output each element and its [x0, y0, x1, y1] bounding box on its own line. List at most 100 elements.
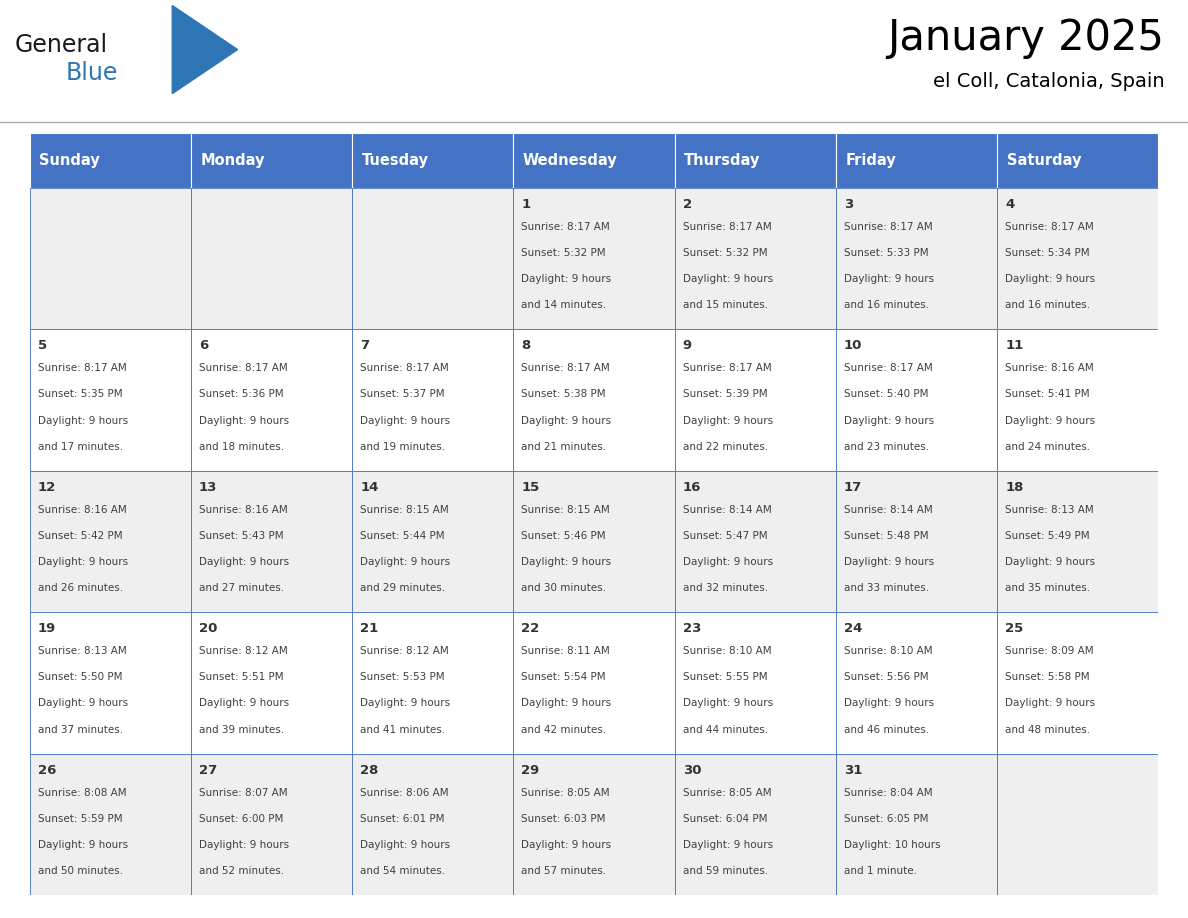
Text: Sunset: 5:48 PM: Sunset: 5:48 PM	[843, 531, 929, 541]
Text: and 17 minutes.: and 17 minutes.	[38, 442, 122, 452]
Bar	[513, 612, 675, 754]
Text: Sunset: 5:47 PM: Sunset: 5:47 PM	[683, 531, 767, 541]
Text: Sunset: 5:32 PM: Sunset: 5:32 PM	[683, 248, 767, 258]
Bar	[513, 754, 675, 895]
Text: Sunrise: 8:15 AM: Sunrise: 8:15 AM	[360, 505, 449, 515]
Bar	[352, 612, 513, 754]
Bar	[513, 471, 675, 612]
Bar	[836, 133, 997, 188]
Text: and 14 minutes.: and 14 minutes.	[522, 300, 607, 310]
Bar	[30, 330, 191, 471]
Text: Sunrise: 8:05 AM: Sunrise: 8:05 AM	[522, 788, 611, 798]
Text: Daylight: 9 hours: Daylight: 9 hours	[360, 699, 450, 709]
Text: Sunset: 5:41 PM: Sunset: 5:41 PM	[1005, 389, 1089, 399]
Text: and 46 minutes.: and 46 minutes.	[843, 724, 929, 734]
Text: and 32 minutes.: and 32 minutes.	[683, 583, 767, 593]
Bar	[675, 133, 836, 188]
Text: and 23 minutes.: and 23 minutes.	[843, 442, 929, 452]
Text: Daylight: 9 hours: Daylight: 9 hours	[38, 699, 128, 709]
Text: Daylight: 9 hours: Daylight: 9 hours	[1005, 699, 1095, 709]
Bar	[997, 471, 1158, 612]
Text: Daylight: 9 hours: Daylight: 9 hours	[1005, 557, 1095, 567]
Text: and 21 minutes.: and 21 minutes.	[522, 442, 607, 452]
Text: Sunset: 5:49 PM: Sunset: 5:49 PM	[1005, 531, 1089, 541]
Text: 15: 15	[522, 481, 539, 494]
Text: Sunrise: 8:17 AM: Sunrise: 8:17 AM	[1005, 222, 1094, 232]
Text: Daylight: 9 hours: Daylight: 9 hours	[360, 416, 450, 426]
Text: Sunrise: 8:12 AM: Sunrise: 8:12 AM	[360, 646, 449, 656]
Text: Sunrise: 8:13 AM: Sunrise: 8:13 AM	[38, 646, 126, 656]
Text: and 48 minutes.: and 48 minutes.	[1005, 724, 1091, 734]
Text: Sunset: 5:53 PM: Sunset: 5:53 PM	[360, 672, 444, 682]
Text: Sunrise: 8:10 AM: Sunrise: 8:10 AM	[683, 646, 771, 656]
Text: Sunrise: 8:16 AM: Sunrise: 8:16 AM	[38, 505, 126, 515]
Text: Sunset: 5:55 PM: Sunset: 5:55 PM	[683, 672, 767, 682]
Text: Daylight: 9 hours: Daylight: 9 hours	[522, 699, 612, 709]
Text: January 2025: January 2025	[887, 17, 1164, 59]
Bar	[997, 133, 1158, 188]
Text: and 35 minutes.: and 35 minutes.	[1005, 583, 1091, 593]
Text: Sunrise: 8:07 AM: Sunrise: 8:07 AM	[198, 788, 287, 798]
Text: and 1 minute.: and 1 minute.	[843, 866, 917, 876]
Text: and 26 minutes.: and 26 minutes.	[38, 583, 122, 593]
Text: Sunset: 5:42 PM: Sunset: 5:42 PM	[38, 531, 122, 541]
Text: Daylight: 9 hours: Daylight: 9 hours	[522, 557, 612, 567]
Bar	[997, 754, 1158, 895]
Text: Daylight: 9 hours: Daylight: 9 hours	[522, 274, 612, 285]
Text: Sunrise: 8:16 AM: Sunrise: 8:16 AM	[198, 505, 287, 515]
Bar	[513, 188, 675, 330]
Text: and 19 minutes.: and 19 minutes.	[360, 442, 446, 452]
Text: 3: 3	[843, 198, 853, 211]
Text: 1: 1	[522, 198, 531, 211]
Text: Daylight: 9 hours: Daylight: 9 hours	[360, 557, 450, 567]
Text: and 22 minutes.: and 22 minutes.	[683, 442, 767, 452]
Text: 14: 14	[360, 481, 379, 494]
Bar	[997, 612, 1158, 754]
Text: and 33 minutes.: and 33 minutes.	[843, 583, 929, 593]
Text: Blue: Blue	[65, 61, 118, 84]
Bar	[191, 188, 352, 330]
Text: Sunrise: 8:13 AM: Sunrise: 8:13 AM	[1005, 505, 1094, 515]
Bar	[352, 188, 513, 330]
Bar	[836, 754, 997, 895]
Text: Sunset: 5:39 PM: Sunset: 5:39 PM	[683, 389, 767, 399]
Text: 28: 28	[360, 764, 379, 777]
Text: Sunrise: 8:17 AM: Sunrise: 8:17 AM	[683, 364, 771, 374]
Text: Daylight: 9 hours: Daylight: 9 hours	[1005, 416, 1095, 426]
Text: Sunrise: 8:17 AM: Sunrise: 8:17 AM	[522, 364, 611, 374]
Text: Daylight: 9 hours: Daylight: 9 hours	[843, 416, 934, 426]
Text: and 52 minutes.: and 52 minutes.	[198, 866, 284, 876]
Text: Sunset: 5:50 PM: Sunset: 5:50 PM	[38, 672, 122, 682]
Text: Daylight: 9 hours: Daylight: 9 hours	[198, 840, 289, 850]
Text: Sunset: 5:56 PM: Sunset: 5:56 PM	[843, 672, 929, 682]
Text: Daylight: 9 hours: Daylight: 9 hours	[683, 274, 773, 285]
Text: Sunset: 5:32 PM: Sunset: 5:32 PM	[522, 248, 606, 258]
Text: Daylight: 9 hours: Daylight: 9 hours	[38, 557, 128, 567]
Bar	[191, 133, 352, 188]
Text: and 39 minutes.: and 39 minutes.	[198, 724, 284, 734]
Text: Daylight: 9 hours: Daylight: 9 hours	[683, 416, 773, 426]
Text: Sunset: 5:44 PM: Sunset: 5:44 PM	[360, 531, 444, 541]
Text: Daylight: 9 hours: Daylight: 9 hours	[683, 699, 773, 709]
Bar	[352, 471, 513, 612]
Text: Sunset: 5:51 PM: Sunset: 5:51 PM	[198, 672, 284, 682]
Text: Sunrise: 8:08 AM: Sunrise: 8:08 AM	[38, 788, 126, 798]
Text: and 37 minutes.: and 37 minutes.	[38, 724, 122, 734]
Text: 8: 8	[522, 340, 531, 353]
Text: Daylight: 9 hours: Daylight: 9 hours	[522, 840, 612, 850]
Text: Daylight: 9 hours: Daylight: 9 hours	[683, 557, 773, 567]
Text: Sunset: 5:37 PM: Sunset: 5:37 PM	[360, 389, 444, 399]
Text: Daylight: 10 hours: Daylight: 10 hours	[843, 840, 941, 850]
Text: Sunset: 5:33 PM: Sunset: 5:33 PM	[843, 248, 929, 258]
Text: Daylight: 9 hours: Daylight: 9 hours	[522, 416, 612, 426]
Text: Sunset: 6:00 PM: Sunset: 6:00 PM	[198, 813, 284, 823]
Text: Sunrise: 8:17 AM: Sunrise: 8:17 AM	[522, 222, 611, 232]
Text: Daylight: 9 hours: Daylight: 9 hours	[38, 416, 128, 426]
Text: and 29 minutes.: and 29 minutes.	[360, 583, 446, 593]
Text: Sunrise: 8:12 AM: Sunrise: 8:12 AM	[198, 646, 287, 656]
Text: Tuesday: Tuesday	[362, 153, 429, 168]
Text: Sunset: 6:04 PM: Sunset: 6:04 PM	[683, 813, 767, 823]
Text: Wednesday: Wednesday	[523, 153, 618, 168]
Bar	[836, 471, 997, 612]
Bar	[191, 612, 352, 754]
